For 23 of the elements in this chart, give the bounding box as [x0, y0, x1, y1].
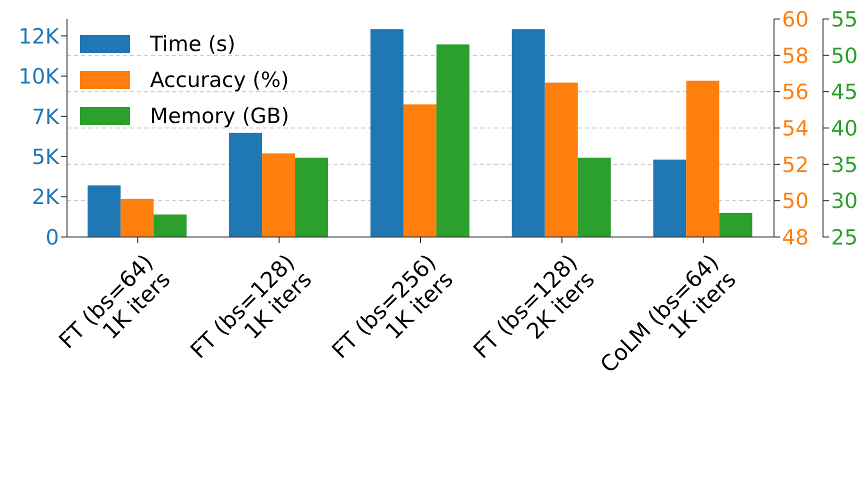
y2-tick-label: 52 — [782, 152, 809, 177]
legend-label: Accuracy (%) — [150, 68, 289, 92]
legend-label: Memory (GB) — [150, 104, 290, 128]
y2-tick-label: 48 — [782, 225, 809, 250]
y-tick-label: 0 — [46, 225, 59, 250]
legend-label: Time (s) — [150, 32, 236, 56]
y-tick-label: 2K — [32, 185, 60, 210]
y3-tick-label: 35 — [831, 152, 858, 177]
y3-tick-label: 25 — [831, 225, 858, 250]
y3-tick-label: 50 — [831, 44, 858, 68]
y3-tick-label: 40 — [831, 116, 858, 140]
y-tick-label: 5K — [32, 145, 60, 170]
y3-tick-label: 45 — [831, 80, 858, 104]
y-tick-label: 7K — [32, 104, 60, 129]
y-tick-label: 12K — [18, 24, 60, 48]
y2-tick-label: 58 — [782, 44, 809, 68]
y3-tick-label: 30 — [831, 189, 858, 214]
y2-tick-label: 56 — [782, 80, 809, 104]
y3-tick-label: 55 — [831, 7, 858, 32]
y2-tick-label: 50 — [782, 189, 809, 214]
y-tick-label: 10K — [18, 64, 60, 89]
y2-tick-label: 54 — [782, 116, 809, 140]
y2-tick-label: 60 — [782, 7, 809, 32]
